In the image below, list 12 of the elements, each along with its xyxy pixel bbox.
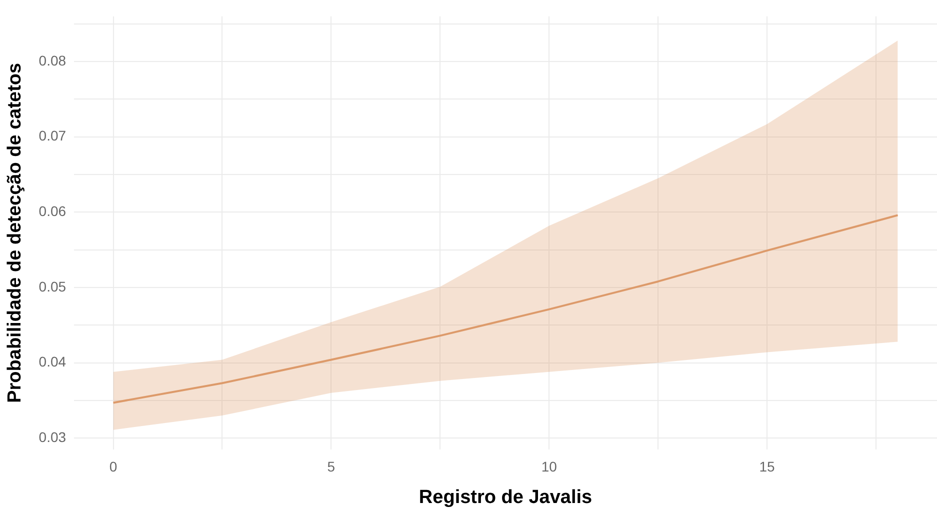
y-tick-label: 0.08: [38, 52, 66, 68]
x-tick-label: 0: [109, 458, 118, 475]
y-tick-label: 0.04: [38, 354, 66, 370]
x-axis-title: Registro de Javalis: [418, 486, 592, 508]
x-tick-label: 10: [541, 458, 558, 475]
y-tick-label: 0.07: [38, 128, 66, 144]
y-tick-label: 0.06: [38, 203, 66, 220]
y-axis-title: Probabilidade de detecção de catetos: [4, 62, 26, 403]
x-tick-label: 5: [327, 458, 336, 475]
x-tick-label: 15: [759, 458, 776, 475]
y-tick-label: 0.05: [38, 278, 66, 294]
y-tick-label: 0.03: [38, 428, 66, 445]
